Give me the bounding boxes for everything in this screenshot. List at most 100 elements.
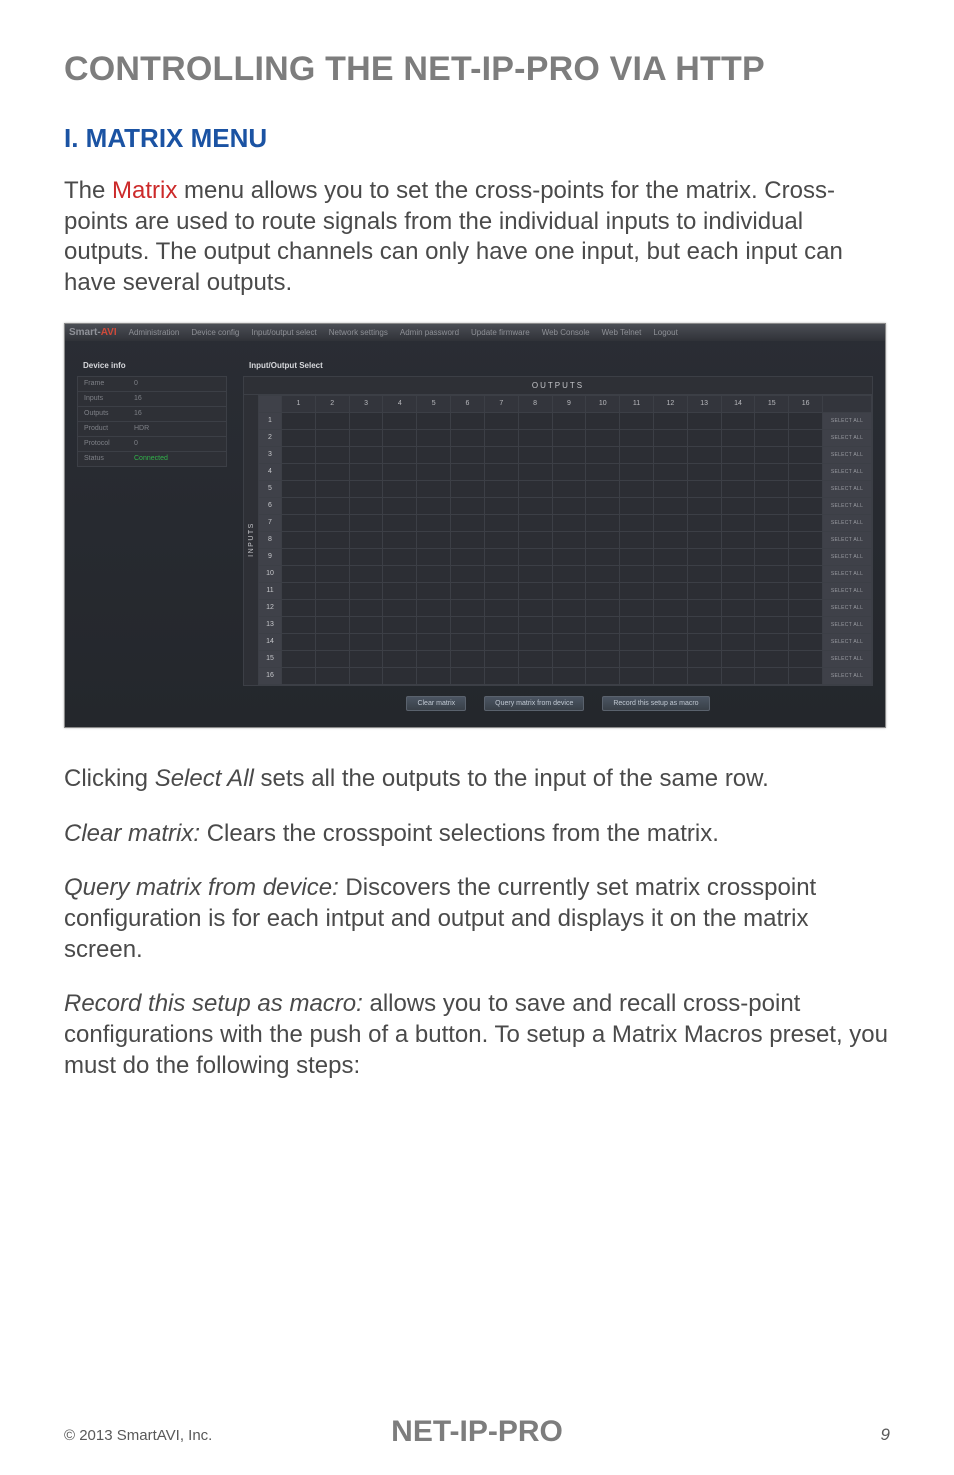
matrix-cell[interactable] bbox=[315, 412, 349, 429]
matrix-cell[interactable] bbox=[755, 565, 789, 582]
matrix-cell[interactable] bbox=[721, 667, 755, 684]
matrix-cell[interactable] bbox=[721, 463, 755, 480]
matrix-cell[interactable] bbox=[315, 667, 349, 684]
matrix-cell[interactable] bbox=[282, 429, 316, 446]
matrix-cell[interactable] bbox=[552, 616, 586, 633]
matrix-cell[interactable] bbox=[755, 599, 789, 616]
matrix-cell[interactable] bbox=[721, 548, 755, 565]
nav-network-settings[interactable]: Network settings bbox=[323, 328, 394, 337]
matrix-cell[interactable] bbox=[282, 531, 316, 548]
matrix-cell[interactable] bbox=[417, 463, 451, 480]
matrix-cell[interactable] bbox=[755, 412, 789, 429]
matrix-cell[interactable] bbox=[721, 480, 755, 497]
matrix-cell[interactable] bbox=[552, 650, 586, 667]
nav-logout[interactable]: Logout bbox=[647, 328, 683, 337]
matrix-cell[interactable] bbox=[451, 667, 485, 684]
matrix-cell[interactable] bbox=[383, 497, 417, 514]
matrix-cell[interactable] bbox=[552, 514, 586, 531]
select-all-button[interactable]: SELECT ALL bbox=[823, 599, 872, 616]
matrix-cell[interactable] bbox=[620, 667, 654, 684]
matrix-cell[interactable] bbox=[349, 599, 383, 616]
matrix-cell[interactable] bbox=[586, 599, 620, 616]
matrix-cell[interactable] bbox=[789, 633, 823, 650]
matrix-cell[interactable] bbox=[315, 446, 349, 463]
matrix-cell[interactable] bbox=[687, 514, 721, 531]
matrix-cell[interactable] bbox=[620, 565, 654, 582]
matrix-cell[interactable] bbox=[755, 463, 789, 480]
matrix-cell[interactable] bbox=[282, 616, 316, 633]
matrix-cell[interactable] bbox=[484, 446, 518, 463]
matrix-cell[interactable] bbox=[417, 497, 451, 514]
matrix-cell[interactable] bbox=[586, 429, 620, 446]
matrix-cell[interactable] bbox=[687, 582, 721, 599]
matrix-cell[interactable] bbox=[484, 616, 518, 633]
matrix-cell[interactable] bbox=[552, 429, 586, 446]
matrix-cell[interactable] bbox=[552, 497, 586, 514]
matrix-cell[interactable] bbox=[518, 633, 552, 650]
matrix-cell[interactable] bbox=[518, 446, 552, 463]
matrix-cell[interactable] bbox=[383, 514, 417, 531]
nav-device-config[interactable]: Device config bbox=[185, 328, 245, 337]
matrix-cell[interactable] bbox=[417, 429, 451, 446]
matrix-cell[interactable] bbox=[620, 633, 654, 650]
matrix-cell[interactable] bbox=[383, 412, 417, 429]
matrix-cell[interactable] bbox=[586, 633, 620, 650]
matrix-cell[interactable] bbox=[789, 463, 823, 480]
matrix-cell[interactable] bbox=[349, 429, 383, 446]
matrix-cell[interactable] bbox=[789, 429, 823, 446]
matrix-cell[interactable] bbox=[721, 429, 755, 446]
matrix-cell[interactable] bbox=[687, 599, 721, 616]
matrix-cell[interactable] bbox=[552, 463, 586, 480]
matrix-cell[interactable] bbox=[518, 582, 552, 599]
matrix-cell[interactable] bbox=[789, 531, 823, 548]
matrix-cell[interactable] bbox=[417, 412, 451, 429]
matrix-cell[interactable] bbox=[349, 565, 383, 582]
matrix-cell[interactable] bbox=[586, 497, 620, 514]
matrix-cell[interactable] bbox=[417, 633, 451, 650]
matrix-cell[interactable] bbox=[349, 582, 383, 599]
matrix-cell[interactable] bbox=[552, 633, 586, 650]
matrix-cell[interactable] bbox=[349, 514, 383, 531]
matrix-cell[interactable] bbox=[383, 429, 417, 446]
matrix-cell[interactable] bbox=[383, 548, 417, 565]
matrix-cell[interactable] bbox=[451, 463, 485, 480]
matrix-cell[interactable] bbox=[349, 480, 383, 497]
matrix-cell[interactable] bbox=[518, 463, 552, 480]
matrix-cell[interactable] bbox=[653, 582, 687, 599]
matrix-cell[interactable] bbox=[417, 446, 451, 463]
select-all-button[interactable]: SELECT ALL bbox=[823, 565, 872, 582]
matrix-cell[interactable] bbox=[451, 429, 485, 446]
matrix-cell[interactable] bbox=[282, 565, 316, 582]
matrix-cell[interactable] bbox=[451, 514, 485, 531]
select-all-button[interactable]: SELECT ALL bbox=[823, 667, 872, 684]
matrix-cell[interactable] bbox=[721, 616, 755, 633]
matrix-cell[interactable] bbox=[755, 650, 789, 667]
matrix-cell[interactable] bbox=[315, 650, 349, 667]
matrix-cell[interactable] bbox=[349, 548, 383, 565]
matrix-cell[interactable] bbox=[687, 565, 721, 582]
matrix-cell[interactable] bbox=[586, 514, 620, 531]
matrix-cell[interactable] bbox=[383, 599, 417, 616]
matrix-cell[interactable] bbox=[383, 531, 417, 548]
nav-web-telnet[interactable]: Web Telnet bbox=[596, 328, 648, 337]
matrix-cell[interactable] bbox=[721, 582, 755, 599]
select-all-button[interactable]: SELECT ALL bbox=[823, 497, 872, 514]
matrix-cell[interactable] bbox=[484, 412, 518, 429]
matrix-cell[interactable] bbox=[687, 497, 721, 514]
matrix-cell[interactable] bbox=[755, 582, 789, 599]
matrix-cell[interactable] bbox=[315, 616, 349, 633]
matrix-cell[interactable] bbox=[586, 667, 620, 684]
matrix-cell[interactable] bbox=[518, 412, 552, 429]
matrix-cell[interactable] bbox=[653, 497, 687, 514]
matrix-cell[interactable] bbox=[451, 446, 485, 463]
matrix-cell[interactable] bbox=[721, 633, 755, 650]
matrix-cell[interactable] bbox=[349, 497, 383, 514]
select-all-button[interactable]: SELECT ALL bbox=[823, 650, 872, 667]
matrix-cell[interactable] bbox=[620, 480, 654, 497]
matrix-cell[interactable] bbox=[653, 446, 687, 463]
matrix-cell[interactable] bbox=[552, 548, 586, 565]
matrix-cell[interactable] bbox=[484, 667, 518, 684]
matrix-cell[interactable] bbox=[451, 565, 485, 582]
matrix-cell[interactable] bbox=[653, 650, 687, 667]
matrix-cell[interactable] bbox=[383, 463, 417, 480]
